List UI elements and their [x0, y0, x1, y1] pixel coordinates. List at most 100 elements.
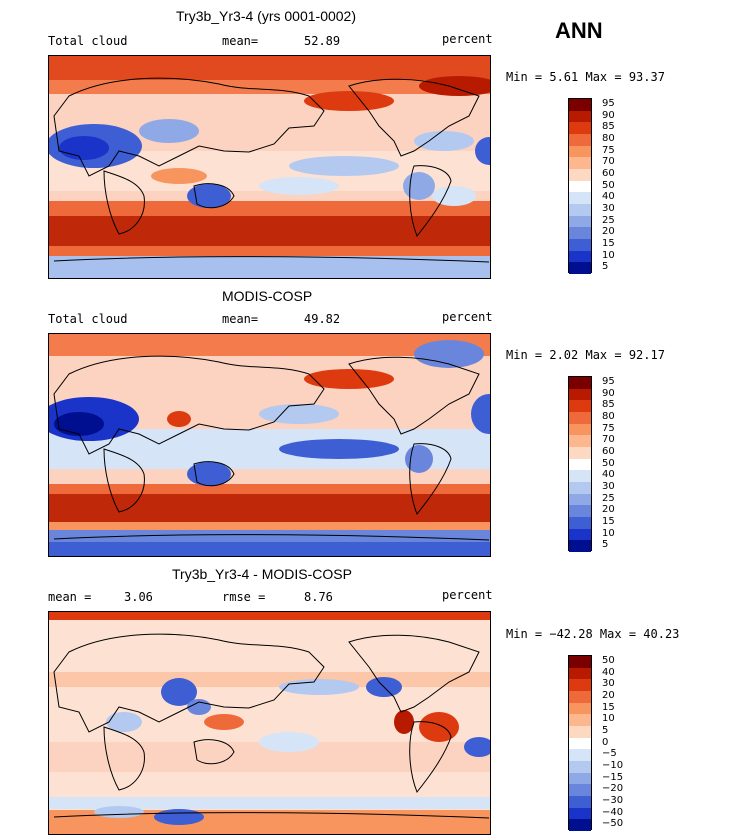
colorbar-swatch	[569, 749, 591, 761]
mean-value: 49.82	[304, 312, 341, 326]
colorbar-tick-label: 85	[602, 121, 615, 133]
units-label: percent	[442, 32, 493, 46]
colorbar-tick-label: 40	[602, 469, 615, 481]
colorbar-swatch	[569, 446, 591, 459]
colorbar-swatch	[569, 227, 591, 239]
colorbar-tick-label: 40	[602, 666, 615, 678]
colorbar-tick-label: 85	[602, 399, 615, 411]
colorbar-swatch	[569, 714, 591, 726]
colorbar-diff	[568, 655, 592, 831]
colorbar-swatch	[569, 157, 591, 169]
colorbar-swatch	[569, 238, 591, 251]
min-max-readout: Min = −42.28 Max = 40.23	[506, 627, 680, 641]
colorbar-swatch	[569, 679, 591, 691]
colorbar-tick-label: 50	[602, 654, 615, 666]
colorbar-swatch	[569, 819, 591, 831]
colorbar-tick-label: 25	[602, 214, 615, 226]
colorbar-tick-label: 60	[602, 167, 615, 179]
map-field	[49, 56, 490, 278]
colorbar-tick-label: −40	[602, 806, 624, 818]
colorbar-tick-label: 25	[602, 492, 615, 504]
colorbar-swatch	[569, 388, 591, 401]
units-label: percent	[442, 588, 493, 602]
colorbar-swatch	[569, 795, 591, 808]
colorbar-swatch	[569, 528, 591, 541]
units-label: percent	[442, 310, 493, 324]
colorbar-tick-label: −10	[602, 759, 624, 771]
colorbar-tick-label: 40	[602, 191, 615, 203]
colorbar-tick-label: 15	[602, 515, 615, 527]
colorbar-tick-label: 30	[602, 480, 615, 492]
panel-title: Try3b_Yr3-4 (yrs 0001-0002)	[176, 8, 357, 24]
panel-title: Try3b_Yr3-4 - MODIS-COSP	[172, 566, 352, 582]
colorbar-swatch	[569, 702, 591, 715]
colorbar-tick-label: 95	[602, 375, 615, 387]
colorbar-tick-label: 30	[602, 202, 615, 214]
variable-label: Total cloud	[48, 34, 128, 48]
cloud-map-model	[48, 55, 491, 279]
colorbar-tick-label: 20	[602, 226, 615, 238]
colorbar-swatch	[569, 493, 591, 506]
colorbar-swatch	[569, 737, 591, 750]
colorbar-model	[568, 98, 592, 274]
colorbar-tick-label: 15	[602, 237, 615, 249]
colorbar-swatch	[569, 423, 591, 436]
colorbar-tick-label: 90	[602, 109, 615, 121]
min-max-readout: Min = 2.02 Max = 92.17	[506, 348, 665, 362]
colorbar-swatch	[569, 470, 591, 482]
colorbar-tick-label: 20	[602, 689, 615, 701]
colorbar-tick-label: 75	[602, 144, 615, 156]
colorbar-tick-label: 10	[602, 713, 615, 725]
mean-label: mean=	[222, 312, 259, 326]
colorbar-swatch	[569, 784, 591, 796]
colorbar-tick-label: 80	[602, 132, 615, 144]
min-max-readout: Min = 5.61 Max = 93.37	[506, 70, 665, 84]
mean-label: mean =	[48, 590, 92, 604]
colorbar-swatch	[569, 772, 591, 785]
colorbar-tick-label: 5	[602, 261, 609, 273]
colorbar-tick-label: 30	[602, 678, 615, 690]
map-field	[49, 334, 490, 556]
colorbar-swatch	[569, 411, 591, 424]
colorbar-tick-label: 10	[602, 527, 615, 539]
colorbar-tick-label: 0	[602, 736, 609, 748]
colorbar-swatch	[569, 145, 591, 158]
colorbar-tick-label: −5	[602, 748, 617, 760]
colorbar-swatch	[569, 122, 591, 134]
colorbar-swatch	[569, 516, 591, 529]
colorbar-swatch	[569, 807, 591, 820]
colorbar-tick-label: 80	[602, 410, 615, 422]
colorbar-swatch	[569, 262, 591, 274]
colorbar-swatch	[569, 481, 591, 494]
colorbar-tick-label: −50	[602, 818, 624, 830]
colorbar-tick-label: 50	[602, 179, 615, 191]
colorbar-tick-label: 50	[602, 457, 615, 469]
colorbar-tick-label: 75	[602, 422, 615, 434]
colorbar-swatch	[569, 458, 591, 471]
colorbar-swatch	[569, 400, 591, 412]
colorbar-tick-label: 10	[602, 249, 615, 261]
colorbar-swatch	[569, 435, 591, 447]
colorbar-tick-label: −20	[602, 783, 624, 795]
mean-value: 52.89	[304, 34, 341, 48]
colorbar-swatch	[569, 760, 591, 773]
colorbar-swatch	[569, 168, 591, 181]
colorbar-swatch	[569, 250, 591, 263]
colorbar-tick-label: 70	[602, 156, 615, 168]
colorbar-tick-label: 90	[602, 387, 615, 399]
colorbar-tick-label: 60	[602, 445, 615, 457]
cloud-map-obs	[48, 333, 491, 557]
colorbar-swatch	[569, 690, 591, 703]
colorbar-tick-label: 20	[602, 504, 615, 516]
colorbar-swatch	[569, 725, 591, 738]
colorbar-swatch	[569, 133, 591, 146]
colorbar-swatch	[569, 540, 591, 552]
mean-value: 3.06	[124, 590, 153, 604]
colorbar-swatch	[569, 180, 591, 193]
colorbar-tick-label: 95	[602, 97, 615, 109]
variable-label: Total cloud	[48, 312, 128, 326]
colorbar-swatch	[569, 505, 591, 517]
map-field	[49, 612, 490, 834]
colorbar-swatch	[569, 667, 591, 680]
rmse-label: rmse =	[222, 590, 266, 604]
